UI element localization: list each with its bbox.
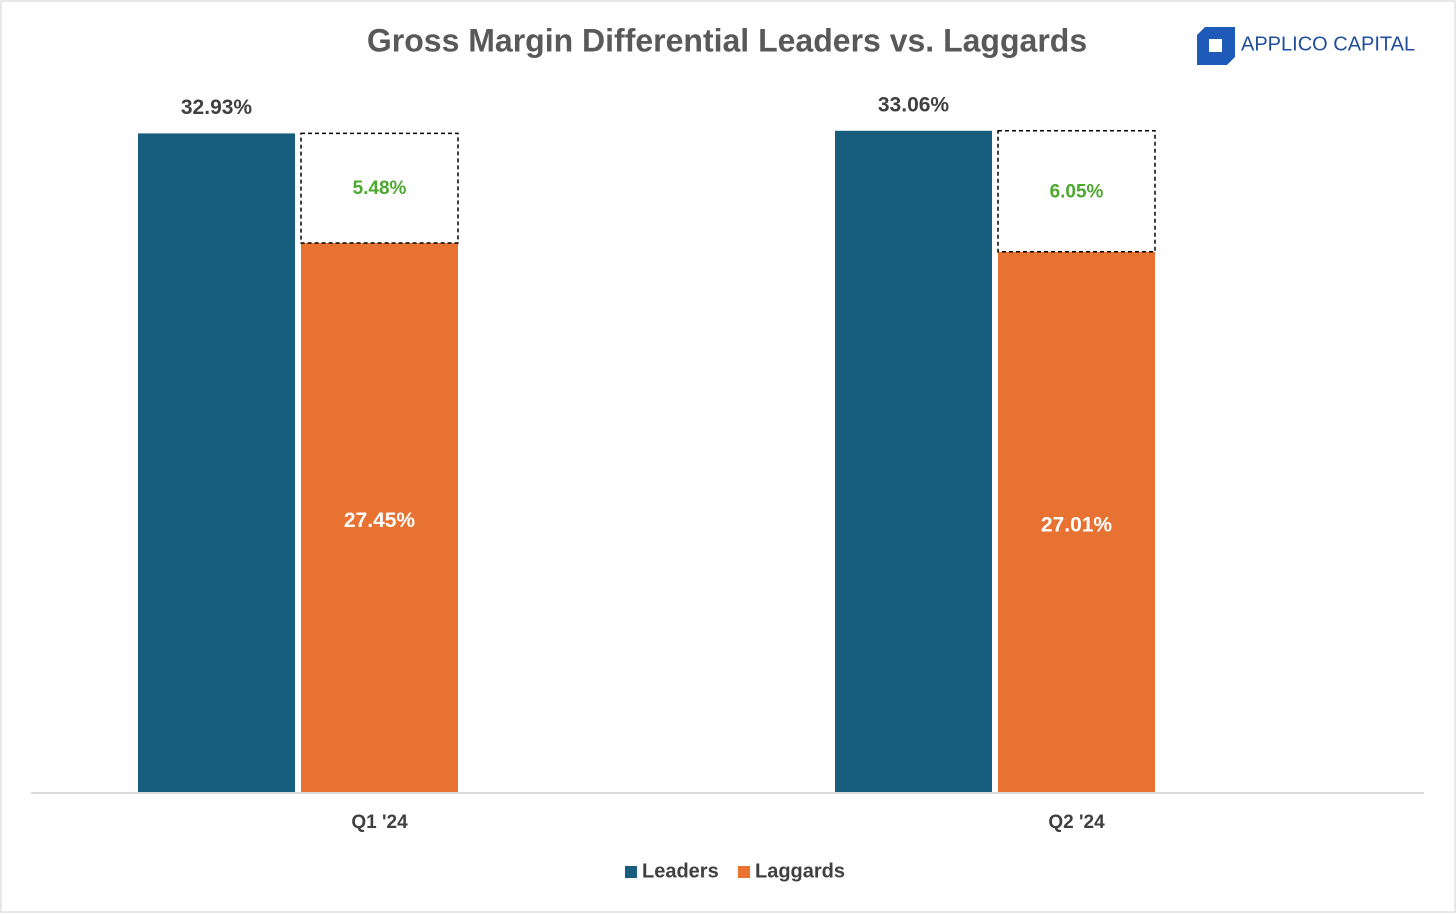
- logo-icon-inner: [1209, 39, 1222, 52]
- x-tick-label: Q1 '24: [351, 812, 408, 833]
- difference-box: [300, 132, 459, 244]
- data-label: 32.93%: [181, 96, 253, 119]
- chart-title: Gross Margin Differential Leaders vs. La…: [367, 22, 1087, 58]
- data-label: 27.45%: [344, 509, 416, 532]
- logo: APPLICO CAPITAL: [1197, 27, 1415, 65]
- logo-text: APPLICO CAPITAL: [1241, 33, 1415, 55]
- bar: [835, 130, 992, 793]
- bar: [138, 133, 295, 792]
- legend-swatch: [625, 866, 637, 878]
- data-label: 33.06%: [878, 93, 950, 116]
- data-label: 27.01%: [1041, 513, 1113, 536]
- bar: [301, 243, 458, 792]
- legend-swatch: [738, 866, 750, 878]
- legend-label: Leaders: [642, 860, 719, 882]
- difference-box: [997, 130, 1156, 253]
- difference-label: 6.05%: [1050, 181, 1104, 202]
- difference-label: 5.48%: [353, 178, 407, 199]
- legend-label: Laggards: [755, 860, 845, 882]
- bar: [998, 251, 1155, 793]
- x-tick-label: Q2 '24: [1048, 812, 1105, 833]
